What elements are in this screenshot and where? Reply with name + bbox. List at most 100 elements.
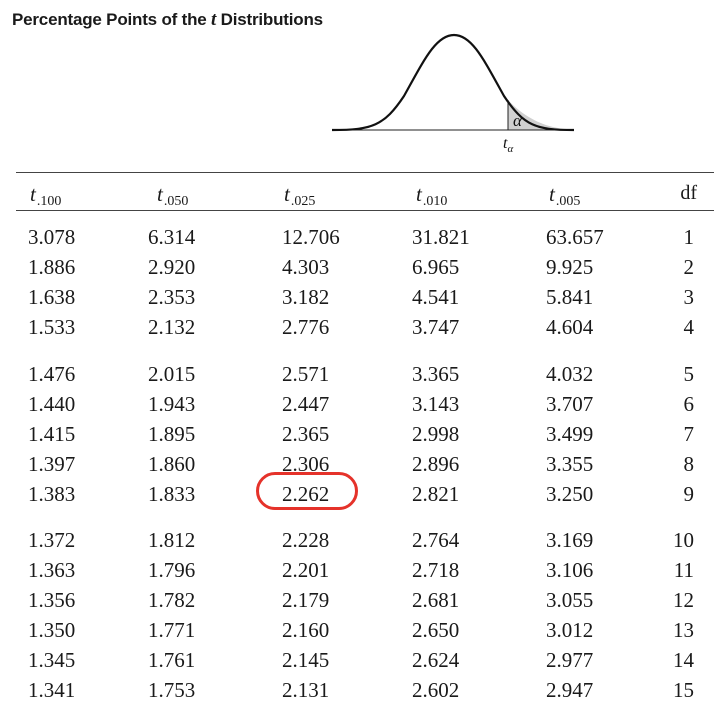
table-row: 1.350 1.771 2.160 2.650 3.012 13 (0, 618, 716, 648)
table-cell: 1.350 (28, 618, 76, 642)
table-cell: 1.440 (28, 392, 76, 416)
table-cell: 1.476 (28, 362, 76, 386)
table-cell: 3.355 (546, 452, 594, 476)
df-cell: 15 (673, 678, 694, 702)
table-cell: 1.943 (148, 392, 196, 416)
table-cell: 2.821 (412, 482, 460, 506)
table-cell: 4.032 (546, 362, 594, 386)
table-cell: 2.160 (282, 618, 330, 642)
table-row: 1.476 2.015 2.571 3.365 4.032 5 (0, 362, 716, 392)
table-cell: 2.650 (412, 618, 460, 642)
table-row: 1.345 1.761 2.145 2.624 2.977 14 (0, 648, 716, 678)
table-cell: 2.365 (282, 422, 330, 446)
table-cell: 2.571 (282, 362, 330, 386)
table-cell: 2.145 (282, 648, 330, 672)
table-row: 1.533 2.132 2.776 3.747 4.604 4 (0, 315, 716, 345)
df-cell: 8 (683, 452, 695, 476)
table-row: 1.397 1.860 2.306 2.896 3.355 8 (0, 452, 716, 482)
table-cell: 1.753 (148, 678, 196, 702)
table-cell: 31.821 (412, 225, 470, 249)
table-cell: 1.796 (148, 558, 196, 582)
table-cell: 2.201 (282, 558, 330, 582)
df-cell: 1 (683, 225, 695, 249)
table-cell: 1.771 (148, 618, 196, 642)
table-cell: 2.602 (412, 678, 460, 702)
table-cell: 2.131 (282, 678, 330, 702)
df-cell: 14 (673, 648, 694, 672)
table-cell: 3.169 (546, 528, 594, 552)
column-header: t.025 (284, 182, 316, 209)
table-cell: 3.143 (412, 392, 460, 416)
table-cell: 1.533 (28, 315, 76, 339)
tail-shaded-area (508, 100, 574, 130)
table-cell: 1.341 (28, 678, 76, 702)
page-title: Percentage Points of the t Distributions (12, 9, 323, 30)
df-cell: 10 (673, 528, 694, 552)
table-cell: 1.812 (148, 528, 196, 552)
table-row: 1.356 1.782 2.179 2.681 3.055 12 (0, 588, 716, 618)
table-cell: 2.447 (282, 392, 330, 416)
table-cell: 6.314 (148, 225, 196, 249)
table-row: 1.886 2.920 4.303 6.965 9.925 2 (0, 255, 716, 285)
table-cell: 4.541 (412, 285, 460, 309)
table-cell: 3.250 (546, 482, 594, 506)
table-cell: 2.228 (282, 528, 330, 552)
column-header: t.010 (416, 182, 448, 209)
table-cell: 5.841 (546, 285, 594, 309)
table-cell: 1.383 (28, 482, 76, 506)
table-cell: 2.015 (148, 362, 196, 386)
table-cell: 1.782 (148, 588, 196, 612)
table-row: 1.372 1.812 2.228 2.764 3.169 10 (0, 528, 716, 558)
table-row: 1.638 2.353 3.182 4.541 5.841 3 (0, 285, 716, 315)
df-header: df (680, 182, 697, 204)
table-cell: 2.920 (148, 255, 196, 279)
table-cell: 1.345 (28, 648, 76, 672)
df-cell: 12 (673, 588, 694, 612)
table-row: 1.440 1.943 2.447 3.143 3.707 6 (0, 392, 716, 422)
table-cell: 63.657 (546, 225, 604, 249)
table-cell: 1.397 (28, 452, 76, 476)
column-header: t.050 (157, 182, 189, 209)
table-cell: 2.998 (412, 422, 460, 446)
table-row: 1.415 1.895 2.365 2.998 3.499 7 (0, 422, 716, 452)
table-cell: 2.718 (412, 558, 460, 582)
table-cell: 3.707 (546, 392, 594, 416)
table-cell: 3.012 (546, 618, 594, 642)
table-cell: 1.372 (28, 528, 76, 552)
table-row: 1.363 1.796 2.201 2.718 3.106 11 (0, 558, 716, 588)
table-cell: 1.895 (148, 422, 196, 446)
df-cell: 2 (683, 255, 695, 279)
table-cell: 2.977 (546, 648, 594, 672)
table-cell: 2.896 (412, 452, 460, 476)
table-row: 3.078 6.314 12.706 31.821 63.657 1 (0, 225, 716, 255)
table-cell: 1.415 (28, 422, 76, 446)
df-cell: 11 (673, 558, 694, 582)
df-cell: 7 (683, 422, 695, 446)
table-cell: 3.499 (546, 422, 594, 446)
df-cell: 4 (683, 315, 695, 339)
table-cell: 2.947 (546, 678, 594, 702)
table-top-rule (16, 172, 714, 173)
table-cell: 2.764 (412, 528, 460, 552)
column-header: t.100 (30, 182, 62, 209)
table-cell: 3.078 (28, 225, 76, 249)
table-cell: 2.132 (148, 315, 196, 339)
table-cell: 9.925 (546, 255, 594, 279)
table-cell: 2.776 (282, 315, 330, 339)
table-cell: 2.681 (412, 588, 460, 612)
table-row: 1.383 1.833 2.262 2.821 3.250 9 (0, 482, 716, 512)
table-cell: 1.638 (28, 285, 76, 309)
table-cell: 1.860 (148, 452, 196, 476)
df-cell: 5 (683, 362, 695, 386)
table-cell: 4.604 (546, 315, 594, 339)
df-cell: 13 (673, 618, 694, 642)
df-cell: 9 (683, 482, 695, 506)
table-cell: 1.761 (148, 648, 196, 672)
table-cell: 2.624 (412, 648, 460, 672)
table-cell: 1.833 (148, 482, 196, 506)
table-cell: 3.182 (282, 285, 330, 309)
alpha-label: α (513, 111, 523, 130)
highlight-circle (256, 472, 358, 510)
table-cell: 3.365 (412, 362, 460, 386)
density-curve (331, 33, 575, 132)
